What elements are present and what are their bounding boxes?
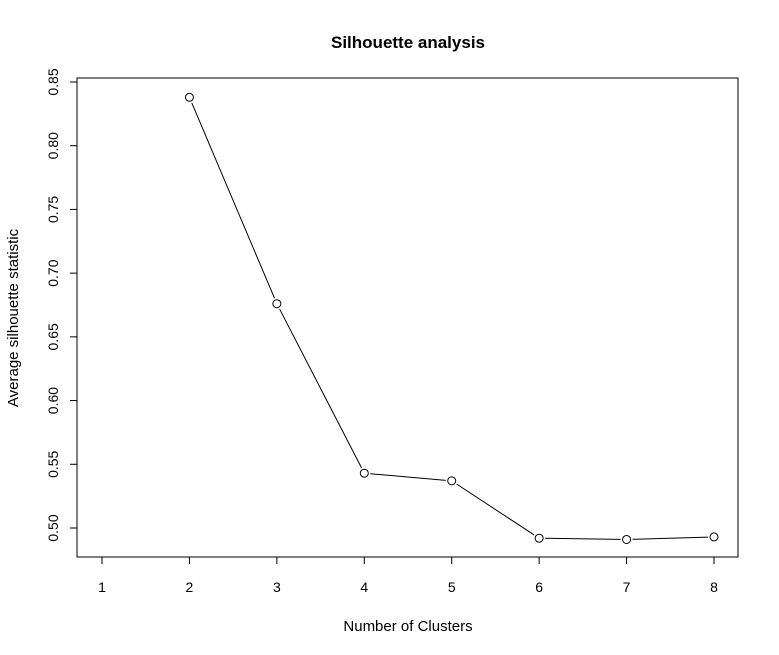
x-tick-label: 6 <box>535 579 543 595</box>
data-point-marker <box>709 532 719 542</box>
y-tick-label: 0.60 <box>45 387 61 414</box>
x-tick-label: 5 <box>448 579 456 595</box>
series-line-segment <box>456 483 535 536</box>
data-point-marker <box>359 468 369 478</box>
y-tick-label: 0.85 <box>45 68 61 95</box>
y-tick-label: 0.75 <box>45 196 61 223</box>
x-tick-label: 3 <box>273 579 281 595</box>
y-tick-label: 0.55 <box>45 450 61 477</box>
x-tick-label: 2 <box>186 579 194 595</box>
series-line-segment <box>632 536 709 540</box>
plot-frame <box>76 77 739 558</box>
series-line-segment <box>279 308 362 469</box>
x-axis-label: Number of Clusters <box>343 618 472 635</box>
x-tick-label: 4 <box>360 579 368 595</box>
data-series <box>184 92 719 544</box>
series-line-segment <box>370 473 446 481</box>
x-axis-ticks: 1 2 3 4 5 6 7 8 <box>98 557 718 595</box>
x-tick-label: 8 <box>710 579 718 595</box>
series-line-segment <box>191 102 275 299</box>
chart-title: Silhouette analysis <box>331 33 485 52</box>
series-line-segment <box>545 537 621 540</box>
y-tick-label: 0.65 <box>45 323 61 350</box>
y-tick-label: 0.50 <box>45 514 61 541</box>
data-point-marker <box>272 299 282 309</box>
x-tick-label: 1 <box>98 579 106 595</box>
y-tick-label: 0.70 <box>45 259 61 286</box>
data-point-marker <box>184 92 194 102</box>
y-axis-ticks: 0.50 0.55 0.60 0.65 0.70 0.75 0.80 0.85 <box>45 68 77 542</box>
data-point-marker <box>447 476 457 486</box>
y-axis-label: Average silhouette statistic <box>5 228 22 407</box>
y-tick-label: 0.80 <box>45 132 61 159</box>
x-tick-label: 7 <box>623 579 631 595</box>
data-point-marker <box>534 533 544 543</box>
data-point-marker <box>622 534 632 544</box>
